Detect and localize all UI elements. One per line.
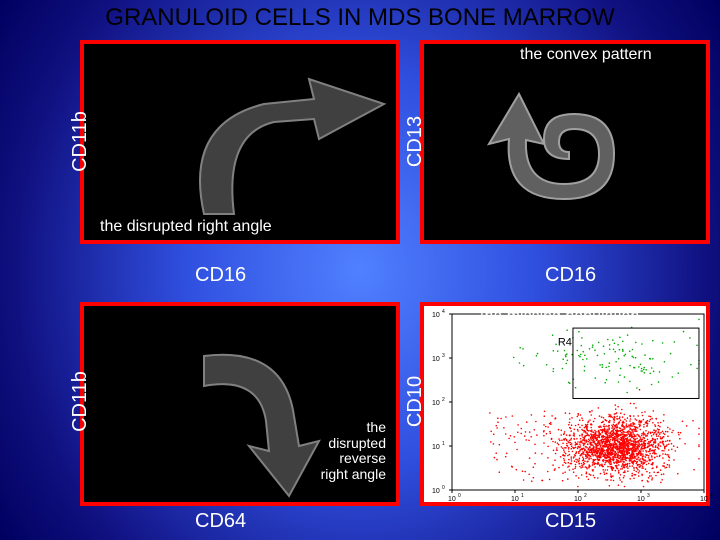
ylabel-bottom-right: CD10 [404,376,427,427]
svg-text:0: 0 [442,485,445,491]
svg-text:3: 3 [647,493,650,499]
ylabel-top-left: CD11b [69,111,92,172]
svg-text:4: 4 [710,493,713,499]
svg-text:10: 10 [432,312,440,319]
xlabel-cd16-left: CD16 [195,264,246,287]
page-title: GRANULOID CELLS IN MDS BONE MARROW [105,4,614,32]
caption-top-left: the disrupted right angle [100,218,272,236]
xlabel-bottom-right: CD15 [545,510,596,533]
svg-text:0: 0 [458,493,461,499]
svg-text:10: 10 [511,496,519,503]
svg-text:10: 10 [700,496,708,503]
scatter-plot: R4 100101102103104 100101102103104 [424,306,714,510]
svg-text:10: 10 [432,444,440,451]
svg-text:10: 10 [432,400,440,407]
svg-text:10: 10 [574,496,582,503]
svg-text:10: 10 [637,496,645,503]
panel-top-right [420,40,710,244]
svg-text:2: 2 [584,493,587,499]
inner-caption-bottom-left: thedisruptedreverseright angle [321,420,386,482]
svg-text:10: 10 [448,496,456,503]
svg-text:3: 3 [442,353,445,359]
panel-top-left [80,40,400,244]
caption-top-right: the convex pattern [520,46,652,64]
svg-text:2: 2 [442,397,445,403]
caption-bottom-right: the missing population [480,308,639,326]
svg-text:10: 10 [432,356,440,363]
svg-text:1: 1 [521,493,524,499]
svg-text:4: 4 [442,309,445,315]
xlabel-cd16-right: CD16 [545,264,596,287]
arrow-spiral-out [424,44,714,248]
panel-bottom-left: thedisruptedreverseright angle [80,302,400,506]
panel-bottom-right: R4 100101102103104 100101102103104 [420,302,710,506]
ylabel-top-right: CD13 [404,116,427,167]
ylabel-bottom-left: CD11b [69,371,92,432]
svg-text:R4: R4 [558,337,572,349]
svg-text:1: 1 [442,441,445,447]
xlabel-bottom-left: CD64 [195,510,246,533]
svg-text:10: 10 [432,488,440,495]
